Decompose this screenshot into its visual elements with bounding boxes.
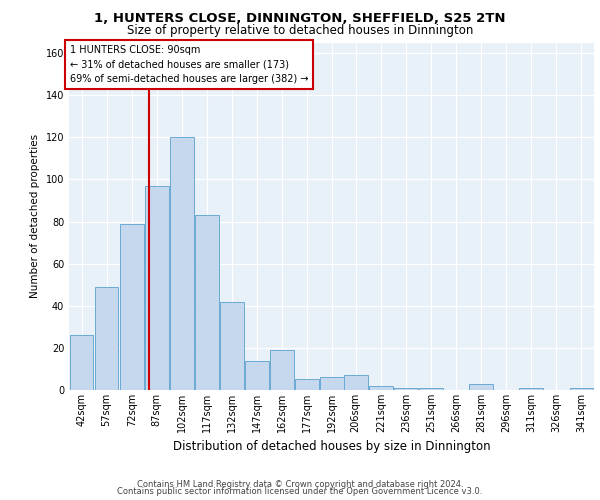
Bar [170, 138, 194, 390]
Text: 1, HUNTERS CLOSE, DINNINGTON, SHEFFIELD, S25 2TN: 1, HUNTERS CLOSE, DINNINGTON, SHEFFIELD,… [94, 12, 506, 26]
Bar [245, 360, 269, 390]
Bar [569, 388, 593, 390]
X-axis label: Distribution of detached houses by size in Dinnington: Distribution of detached houses by size … [173, 440, 490, 454]
Bar [220, 302, 244, 390]
Text: Contains public sector information licensed under the Open Government Licence v3: Contains public sector information licen… [118, 487, 482, 496]
Bar [394, 388, 418, 390]
Text: Size of property relative to detached houses in Dinnington: Size of property relative to detached ho… [127, 24, 473, 37]
Bar [419, 388, 443, 390]
Text: 1 HUNTERS CLOSE: 90sqm
← 31% of detached houses are smaller (173)
69% of semi-de: 1 HUNTERS CLOSE: 90sqm ← 31% of detached… [70, 44, 308, 84]
Bar [295, 380, 319, 390]
Bar [95, 287, 118, 390]
Text: Contains HM Land Registry data © Crown copyright and database right 2024.: Contains HM Land Registry data © Crown c… [137, 480, 463, 489]
Bar [344, 376, 368, 390]
Bar [320, 378, 344, 390]
Bar [271, 350, 294, 390]
Y-axis label: Number of detached properties: Number of detached properties [30, 134, 40, 298]
Bar [520, 388, 543, 390]
Bar [145, 186, 169, 390]
Bar [369, 386, 392, 390]
Bar [120, 224, 143, 390]
Bar [70, 335, 94, 390]
Bar [469, 384, 493, 390]
Bar [195, 215, 219, 390]
